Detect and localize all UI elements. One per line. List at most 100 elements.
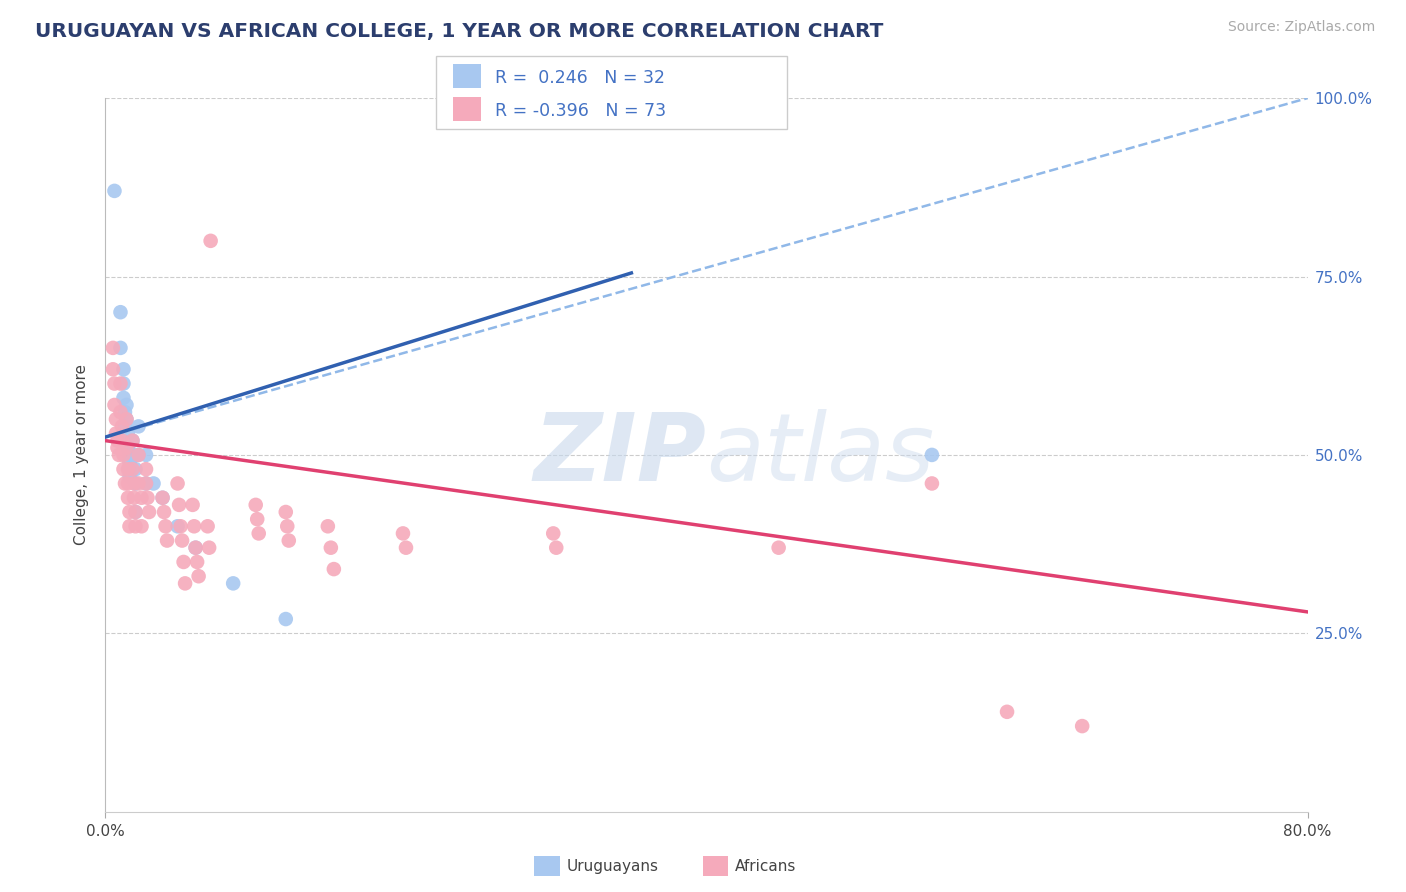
Point — [153, 505, 176, 519]
Point — [128, 448, 150, 462]
Point — [111, 419, 134, 434]
Point — [169, 519, 191, 533]
Point — [122, 491, 145, 505]
Text: ZIP: ZIP — [534, 409, 707, 501]
Point — [118, 469, 141, 483]
Point — [184, 541, 207, 555]
Point — [117, 426, 139, 441]
Point — [274, 612, 297, 626]
Point — [110, 305, 132, 319]
Point — [245, 498, 267, 512]
Point — [112, 462, 135, 476]
Point — [136, 491, 159, 505]
Text: atlas: atlas — [707, 409, 935, 500]
Point — [124, 505, 146, 519]
Point — [187, 569, 209, 583]
Point — [546, 541, 568, 555]
Point — [115, 412, 138, 426]
Point — [541, 526, 564, 541]
Point — [121, 434, 143, 448]
Point — [183, 519, 205, 533]
Point — [135, 448, 157, 462]
Point — [135, 476, 157, 491]
Point — [121, 434, 143, 448]
Point — [115, 398, 138, 412]
Point — [122, 476, 145, 491]
Text: URUGUAYAN VS AFRICAN COLLEGE, 1 YEAR OR MORE CORRELATION CHART: URUGUAYAN VS AFRICAN COLLEGE, 1 YEAR OR … — [35, 22, 883, 41]
Point — [124, 462, 146, 476]
Point — [121, 448, 143, 462]
Point — [118, 519, 141, 533]
Point — [110, 405, 132, 419]
Point — [118, 448, 141, 462]
Point — [142, 476, 165, 491]
Point — [173, 555, 195, 569]
Point — [156, 533, 179, 548]
Point — [114, 419, 136, 434]
Text: R = -0.396   N = 73: R = -0.396 N = 73 — [495, 102, 666, 120]
Point — [155, 519, 177, 533]
Point — [110, 376, 132, 391]
Point — [197, 519, 219, 533]
Point — [124, 505, 146, 519]
Point — [128, 448, 150, 462]
Point — [107, 441, 129, 455]
Text: R =  0.246   N = 32: R = 0.246 N = 32 — [495, 70, 665, 87]
Point — [322, 562, 344, 576]
Point — [181, 498, 204, 512]
Point — [166, 476, 188, 491]
Point — [107, 434, 129, 448]
Point — [131, 519, 153, 533]
Point — [114, 476, 136, 491]
Text: Africans: Africans — [735, 859, 797, 873]
Point — [118, 505, 141, 519]
Point — [222, 576, 245, 591]
Point — [319, 541, 342, 555]
Point — [316, 519, 339, 533]
Point — [172, 533, 194, 548]
Point — [186, 555, 208, 569]
Point — [112, 376, 135, 391]
Point — [135, 462, 157, 476]
Point — [138, 505, 160, 519]
Text: Uruguayans: Uruguayans — [567, 859, 658, 873]
Point — [184, 541, 207, 555]
Point — [174, 576, 197, 591]
Point — [103, 376, 125, 391]
Point — [112, 448, 135, 462]
Point — [1071, 719, 1094, 733]
Point — [124, 519, 146, 533]
Point — [768, 541, 790, 555]
Point — [101, 341, 124, 355]
Point — [112, 391, 135, 405]
Point — [117, 462, 139, 476]
Point — [110, 341, 132, 355]
Point — [112, 362, 135, 376]
Point — [200, 234, 222, 248]
Point — [277, 533, 299, 548]
Point — [921, 476, 943, 491]
Point — [117, 441, 139, 455]
Point — [124, 476, 146, 491]
Point — [128, 419, 150, 434]
Point — [152, 491, 174, 505]
Point — [247, 526, 270, 541]
Point — [128, 476, 150, 491]
Point — [246, 512, 269, 526]
Point — [103, 398, 125, 412]
Point — [115, 412, 138, 426]
Point — [276, 519, 298, 533]
Point — [921, 448, 943, 462]
Point — [111, 434, 134, 448]
Point — [995, 705, 1018, 719]
Point — [101, 362, 124, 376]
Point — [395, 541, 418, 555]
Point — [115, 441, 138, 455]
Point — [198, 541, 221, 555]
Point — [108, 448, 131, 462]
Point — [166, 519, 188, 533]
Point — [117, 491, 139, 505]
Point — [104, 426, 127, 441]
Point — [392, 526, 415, 541]
Point — [118, 462, 141, 476]
